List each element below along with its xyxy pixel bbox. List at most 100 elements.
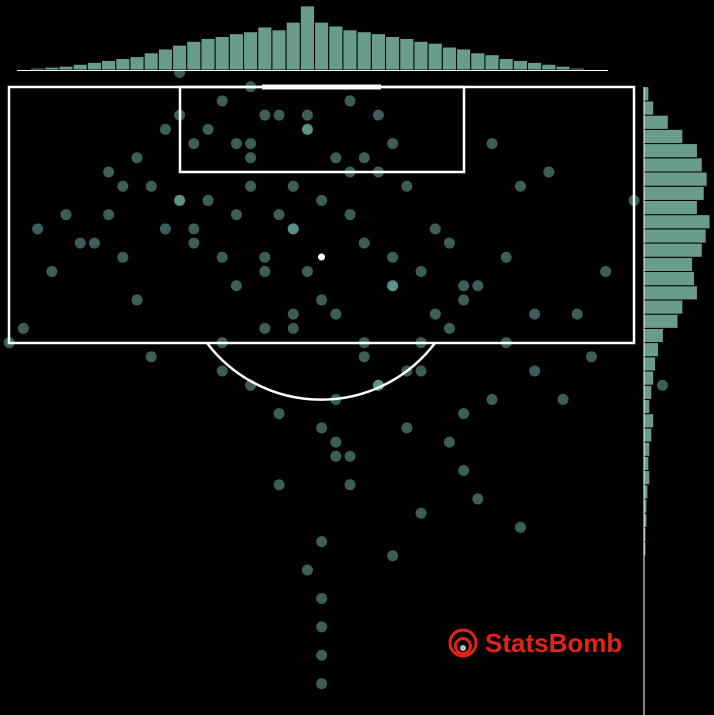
top-hist-bar bbox=[243, 31, 259, 71]
top-hist-bar bbox=[541, 63, 557, 71]
shot bbox=[330, 308, 342, 320]
shot bbox=[344, 450, 356, 462]
right-hist-bar bbox=[643, 214, 711, 230]
shot bbox=[358, 152, 370, 164]
shot bbox=[230, 209, 242, 221]
shot bbox=[415, 507, 427, 519]
right-hist-bar bbox=[643, 199, 698, 216]
top-hist-bar bbox=[228, 33, 245, 71]
shot bbox=[330, 450, 342, 462]
shot bbox=[387, 550, 399, 562]
top-hist-bar bbox=[30, 67, 46, 71]
shot bbox=[230, 138, 242, 150]
shot bbox=[387, 280, 399, 292]
top-hist-bar bbox=[86, 61, 103, 71]
shot bbox=[316, 621, 328, 633]
shot bbox=[330, 152, 342, 164]
penalty-arc bbox=[206, 342, 436, 401]
top-hist-bar bbox=[129, 56, 145, 71]
shot bbox=[585, 351, 597, 363]
shot bbox=[202, 194, 214, 206]
shot bbox=[372, 109, 384, 121]
shot bbox=[88, 237, 100, 249]
top-hist-bar bbox=[172, 44, 188, 71]
top-hist-bar bbox=[1, 68, 17, 71]
shot bbox=[358, 237, 370, 249]
logo-icon bbox=[448, 628, 478, 658]
right-hist-bar bbox=[643, 171, 708, 187]
shot bbox=[571, 308, 583, 320]
top-hist-bar bbox=[58, 65, 74, 71]
shot bbox=[529, 308, 541, 320]
shot bbox=[188, 138, 200, 150]
logo-icon bbox=[454, 637, 472, 655]
shot bbox=[32, 223, 44, 235]
right-hist-bar bbox=[643, 484, 649, 500]
top-hist-bar bbox=[498, 58, 514, 71]
shot bbox=[216, 365, 228, 377]
top-hist-bar bbox=[413, 40, 429, 71]
right-hist-bar bbox=[643, 313, 679, 329]
shot bbox=[330, 436, 342, 448]
shot bbox=[259, 109, 271, 121]
top-hist-bar bbox=[101, 59, 117, 71]
top-hist-bar bbox=[157, 48, 174, 71]
right-hist-bar bbox=[643, 470, 651, 486]
shot bbox=[600, 266, 612, 278]
top-hist-bar bbox=[399, 37, 415, 71]
histograms bbox=[1, 5, 711, 713]
shot bbox=[486, 393, 498, 405]
shot bbox=[287, 223, 299, 235]
shot bbox=[245, 180, 257, 192]
top-hist-bar bbox=[583, 68, 600, 71]
shot bbox=[316, 194, 328, 206]
shot bbox=[443, 237, 455, 249]
shot bbox=[656, 379, 668, 391]
shot bbox=[472, 280, 484, 292]
shot bbox=[287, 180, 299, 192]
shot bbox=[344, 479, 356, 491]
top-hist-bar bbox=[200, 37, 216, 71]
shot bbox=[188, 237, 200, 249]
shot bbox=[245, 138, 257, 150]
shot bbox=[273, 408, 285, 420]
shot bbox=[458, 408, 470, 420]
top-hist-bar bbox=[257, 26, 273, 71]
shot bbox=[443, 436, 455, 448]
shot bbox=[230, 280, 242, 292]
top-hist-bar bbox=[328, 25, 344, 71]
right-hist-bar bbox=[643, 271, 696, 287]
right-hist-bar bbox=[643, 157, 703, 173]
shot bbox=[259, 266, 271, 278]
right-hist-bar bbox=[643, 100, 655, 116]
right-hist-bar bbox=[643, 441, 651, 457]
shot bbox=[514, 521, 526, 533]
shot bbox=[273, 209, 285, 221]
shot bbox=[344, 95, 356, 107]
shot bbox=[316, 592, 328, 604]
shot bbox=[301, 123, 313, 135]
right-hist-bar bbox=[643, 356, 657, 372]
shot bbox=[443, 322, 455, 334]
logo: StatsBomb bbox=[448, 628, 622, 658]
shot bbox=[117, 180, 129, 192]
shot bbox=[103, 209, 115, 221]
shot bbox=[287, 223, 299, 235]
right-hist-bar bbox=[643, 86, 650, 102]
shot bbox=[557, 393, 569, 405]
right-hist-bar bbox=[643, 455, 650, 472]
right-hist-bar bbox=[643, 384, 653, 400]
shot bbox=[429, 308, 441, 320]
shot bbox=[188, 223, 200, 235]
top-hist-bar bbox=[484, 54, 500, 71]
shot bbox=[387, 280, 399, 292]
top-hist-bar bbox=[470, 52, 486, 71]
shot bbox=[301, 123, 313, 135]
right-hist-bar bbox=[643, 342, 660, 358]
top-hist-bar bbox=[385, 36, 401, 71]
top-hist-bar bbox=[271, 29, 287, 71]
right-hist-bar bbox=[643, 114, 669, 130]
top-hist-bar bbox=[186, 40, 202, 71]
shot bbox=[401, 180, 413, 192]
